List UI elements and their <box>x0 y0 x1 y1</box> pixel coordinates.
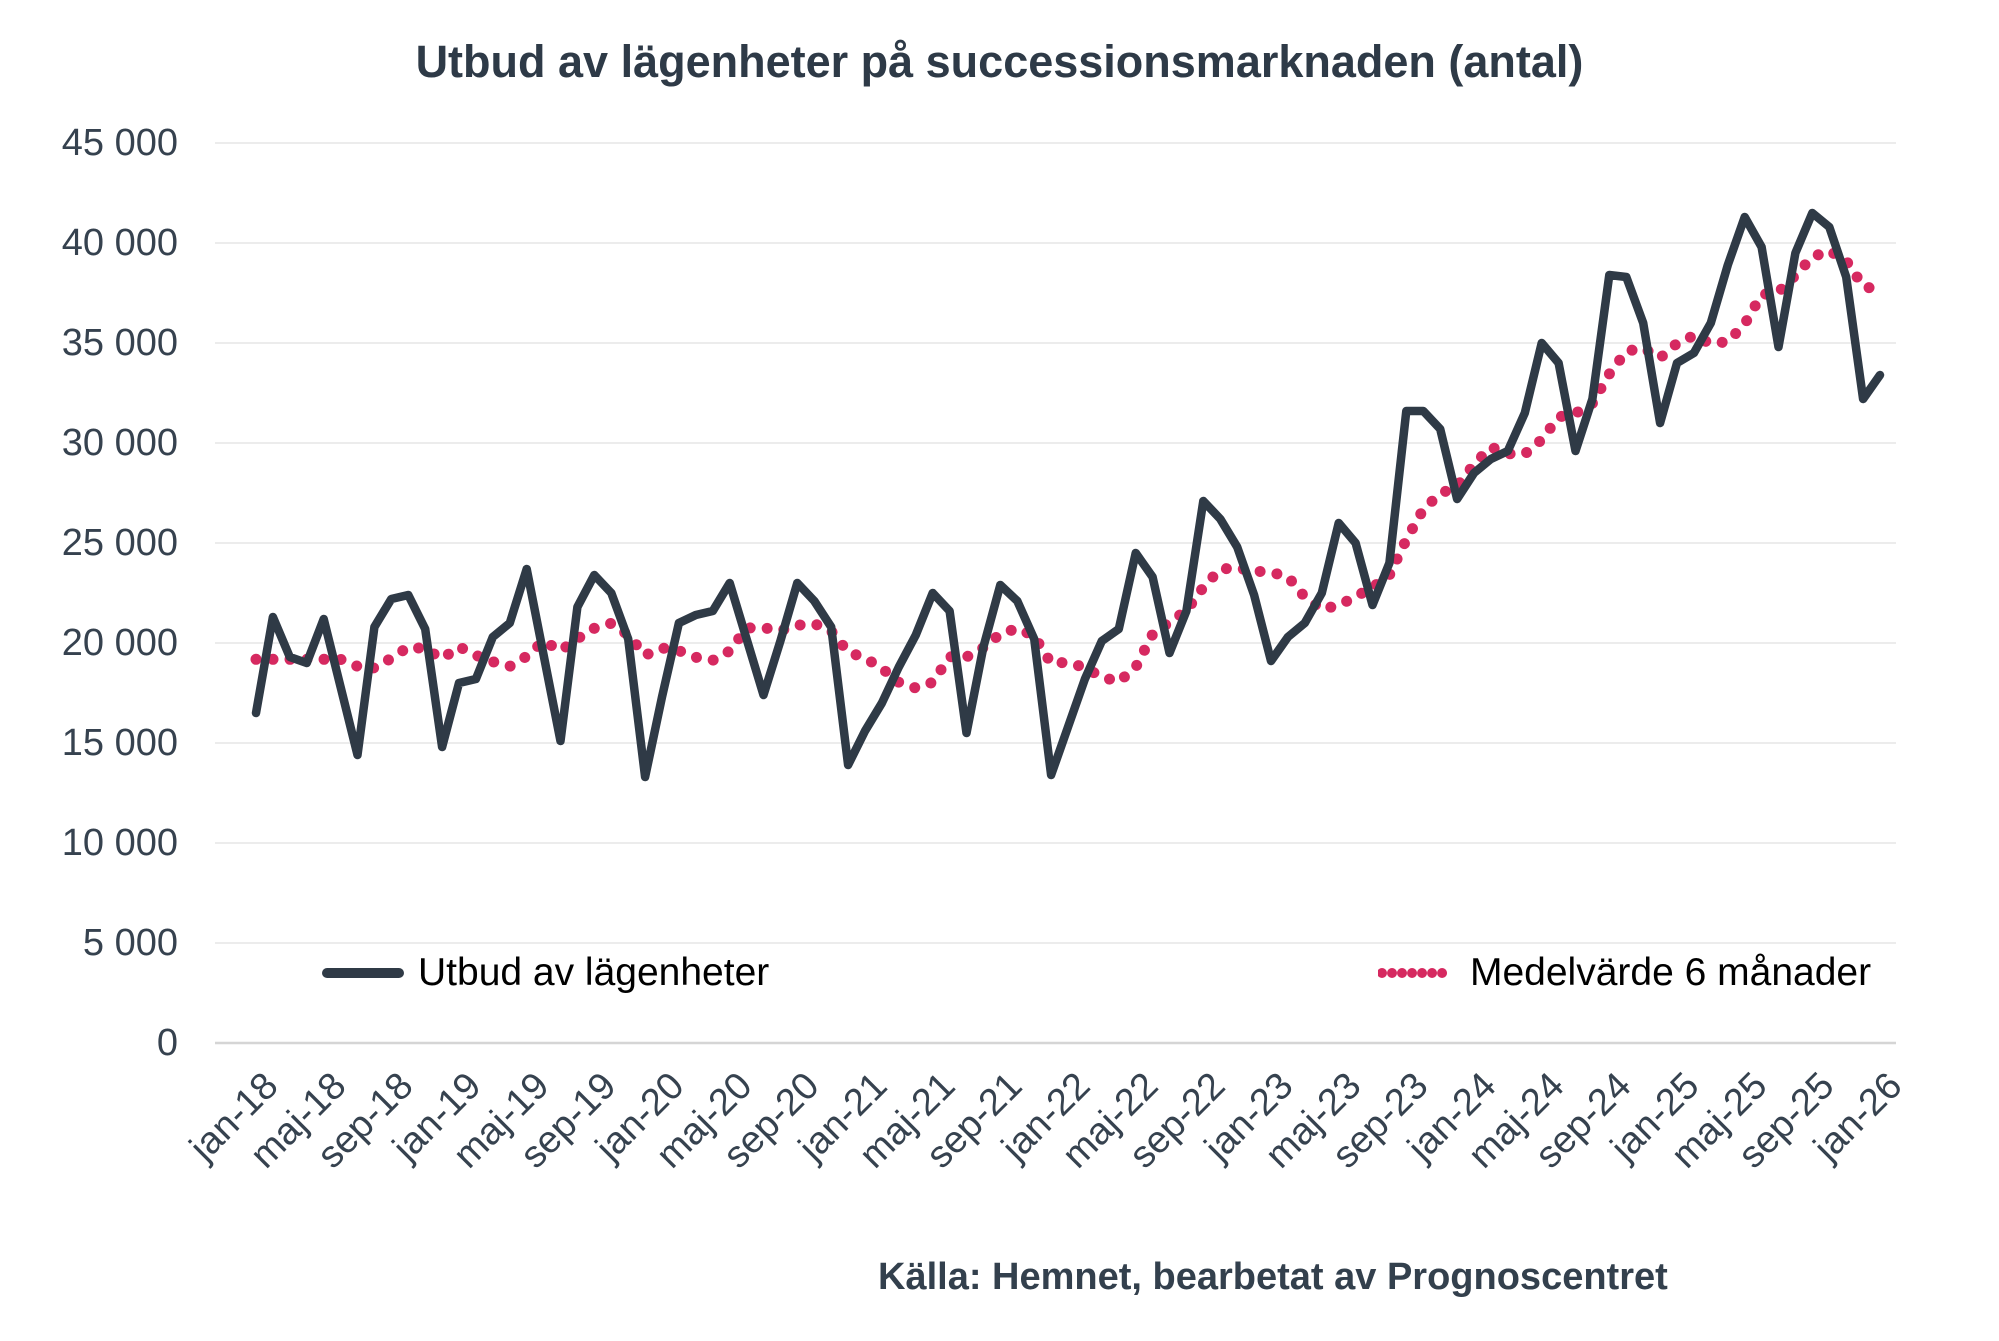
legend-label-average: Medelvärde 6 månader <box>1470 951 1872 994</box>
gridlines <box>215 142 1896 1045</box>
legend-dotted-swatch <box>1378 968 1456 978</box>
y-axis-tick-label: 25 000 <box>61 522 178 564</box>
legend-item-average: Medelvärde 6 månader <box>1378 948 1871 998</box>
y-axis-tick-label: 40 000 <box>61 222 178 264</box>
moving-average-dotted-line <box>250 244 1886 694</box>
y-axis-tick-label: 5 000 <box>82 922 178 964</box>
chart-title: Utbud av lägenheter på successionsmarkna… <box>415 36 1584 87</box>
legend-item-supply: Utbud av lägenheter <box>322 948 769 998</box>
y-axis-tick-label: 20 000 <box>61 622 178 664</box>
source-note: Källa: Hemnet, bearbetat av Prognoscentr… <box>878 1256 1668 1298</box>
y-axis-tick-label: 10 000 <box>61 822 178 864</box>
y-axis-tick-label: 35 000 <box>61 322 178 364</box>
y-axis-tick-label: 15 000 <box>61 722 178 764</box>
y-axis-tick-label: 45 000 <box>61 122 178 164</box>
y-axis-tick-label: 0 <box>156 1022 178 1064</box>
legend-line-swatch <box>322 968 404 978</box>
supply-line <box>251 208 1885 782</box>
y-axis-tick-label: 30 000 <box>61 422 178 464</box>
legend-label-supply: Utbud av lägenheter <box>418 951 770 994</box>
